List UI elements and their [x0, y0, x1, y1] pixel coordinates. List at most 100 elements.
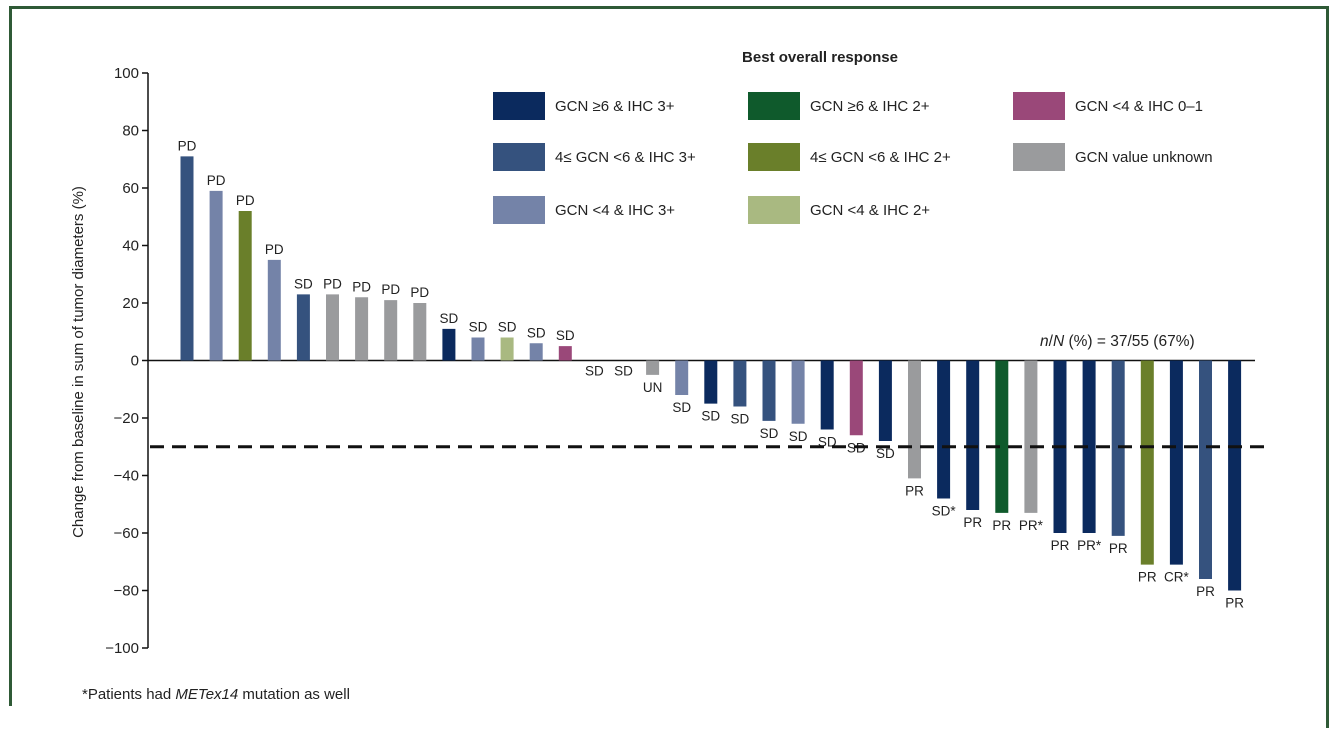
bar-label: PR — [905, 483, 924, 498]
bar — [878, 360, 892, 441]
bar — [326, 294, 339, 361]
legend-swatch — [493, 92, 545, 120]
bar-label: SD — [527, 325, 546, 340]
bar — [820, 360, 834, 430]
figure-frame — [9, 6, 1329, 728]
bar-label: PR — [1138, 570, 1157, 585]
y-tick-label: 100 — [114, 65, 139, 82]
bar-label: PR — [963, 515, 982, 530]
footnote: *Patients had METex14 mutation as well — [82, 686, 350, 703]
footnote-prefix: *Patients had — [82, 686, 176, 703]
bar — [966, 360, 980, 510]
bar — [296, 294, 310, 361]
bar — [1024, 360, 1038, 513]
bar — [646, 360, 660, 375]
bar-label: SD — [469, 320, 488, 335]
bar-label: SD — [585, 364, 604, 379]
bar-label: SD — [701, 409, 720, 424]
bar-label: PR* — [1019, 518, 1044, 533]
bars-group — [180, 156, 1242, 591]
response-rate-annotation: n/N (%) = 37/55 (67%) — [1040, 333, 1195, 350]
bar-label: SD — [760, 426, 779, 441]
bar — [704, 360, 718, 404]
legend-label: GCN ≥6 & IHC 2+ — [810, 98, 930, 115]
bar — [1140, 360, 1154, 565]
bar — [529, 343, 543, 361]
bar — [995, 360, 1009, 513]
bar-label: PD — [410, 285, 429, 300]
bar-label: SD* — [932, 504, 957, 519]
y-tick-label: −80 — [114, 583, 139, 600]
legend-label: 4≤ GCN <6 & IHC 3+ — [555, 149, 696, 166]
footnote-suffix: mutation as well — [238, 686, 350, 703]
bar-label: PD — [381, 282, 400, 297]
legend-label: GCN value unknown — [1075, 149, 1213, 166]
bar-label: SD — [498, 320, 517, 335]
legend-swatch — [1013, 143, 1065, 171]
y-tick-label: 0 — [131, 353, 139, 370]
bar-label: SD — [440, 311, 459, 326]
bar — [471, 337, 485, 361]
bar — [1082, 360, 1096, 533]
y-axis: 100 80 60 40 20 0 −20 −40 −60 −80 −100 — [105, 65, 149, 657]
bar — [1228, 360, 1242, 591]
annotation-rest: (%) = 37/55 (67%) — [1064, 333, 1195, 350]
legend-swatch — [748, 92, 800, 120]
annotation-N: N — [1053, 333, 1065, 350]
legend-title: Best overall response — [742, 49, 898, 66]
bar — [849, 360, 863, 436]
bar-label: PD — [323, 276, 342, 291]
frame-left-rule — [9, 6, 12, 706]
bar-label: PD — [178, 138, 197, 153]
bar-label: SD — [294, 276, 313, 291]
bar-label: PR — [1196, 584, 1215, 599]
bar — [1199, 360, 1212, 579]
legend-label: GCN <4 & IHC 2+ — [810, 202, 930, 219]
bar-label: PR — [1051, 538, 1070, 553]
bar-label: SD — [789, 429, 808, 444]
y-tick-label: −40 — [114, 468, 139, 485]
legend-swatch — [748, 143, 800, 171]
bar — [558, 346, 572, 361]
bar-label: PD — [207, 173, 226, 188]
footnote-italic: METex14 — [175, 686, 239, 703]
legend-label: GCN ≥6 & IHC 3+ — [555, 98, 675, 115]
bar-label: PR* — [1077, 538, 1102, 553]
bar — [384, 300, 398, 361]
bar-label: SD — [731, 412, 750, 427]
bar — [937, 360, 951, 499]
bar — [500, 337, 514, 361]
legend-label: 4≤ GCN <6 & IHC 2+ — [810, 149, 951, 166]
legend-swatch — [748, 196, 800, 224]
legend-swatch — [1013, 92, 1065, 120]
y-tick-label: 60 — [122, 180, 139, 197]
y-axis-label: Change from baseline in sum of tumor dia… — [70, 186, 87, 538]
bar — [238, 211, 252, 361]
legend-swatch — [493, 143, 545, 171]
bar-label: PR — [1225, 596, 1244, 611]
y-tick-label: −60 — [114, 525, 139, 542]
y-tick-label: 80 — [122, 123, 139, 140]
bar — [442, 328, 456, 361]
y-tick-label: 40 — [122, 238, 139, 255]
legend-swatch — [493, 196, 545, 224]
bar-label: SD — [556, 328, 575, 343]
bar — [791, 360, 805, 424]
bar — [413, 303, 427, 361]
bar — [267, 259, 281, 361]
legend-label: GCN <4 & IHC 0–1 — [1075, 98, 1203, 115]
bar-label: SD — [672, 400, 691, 415]
bar-label: PD — [236, 193, 255, 208]
y-tick-label: −100 — [105, 640, 139, 657]
bar-label: UN — [643, 380, 663, 395]
y-tick-label: −20 — [114, 410, 139, 427]
bar-label: PD — [265, 242, 284, 257]
annotation-slash: / — [1049, 333, 1054, 350]
bar-label: PD — [352, 279, 371, 294]
bar — [762, 360, 776, 421]
bar-label: PR — [1109, 541, 1128, 556]
bar-label: CR* — [1164, 570, 1189, 585]
annotation-n: n — [1040, 333, 1049, 350]
bar — [209, 190, 223, 361]
